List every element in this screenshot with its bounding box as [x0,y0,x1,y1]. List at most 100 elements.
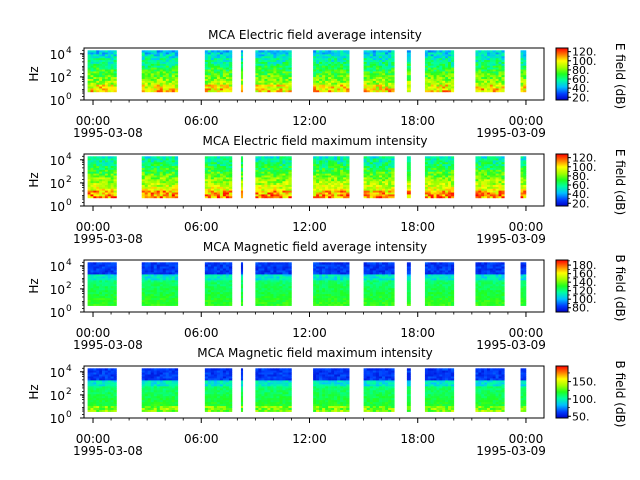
heatmap-cell [93,270,97,273]
heatmap-cell [96,180,100,184]
heatmap-cell [147,158,152,161]
heatmap-cell [228,67,233,70]
heatmap-cell [475,55,479,59]
heatmap-cell [450,169,455,172]
heatmap-cell [391,78,395,81]
heatmap-cell [484,65,488,68]
heatmap-cell [144,280,149,283]
heatmap-cell [436,86,440,89]
heatmap-cell [270,177,274,180]
heatmap-cell [110,57,114,61]
heatmap-cell [366,188,371,191]
heatmap-cell [213,169,218,172]
heatmap-cell [442,169,446,172]
heatmap-cell [102,177,106,180]
heatmap-cell [343,182,347,185]
heatmap-cell [369,55,374,59]
heatmap-cell [337,86,341,89]
heatmap-cell [424,80,429,83]
heatmap-cell [343,84,347,87]
heatmap-cell [264,65,268,68]
heatmap-cell [165,74,170,78]
heatmap-cell [210,179,215,182]
heatmap-cell [96,71,100,74]
heatmap-cell [162,160,167,163]
heatmap-cell [448,73,452,76]
heatmap-cell [210,50,215,53]
heatmap-cell [147,196,152,199]
heatmap-cell [340,57,344,61]
heatmap-cell [445,180,449,184]
heatmap-cell [445,88,449,91]
heatmap-cell [102,50,106,53]
heatmap-cell [162,268,167,271]
heatmap-cell [313,78,317,81]
heatmap-cell [372,65,377,68]
heatmap-cell [273,57,277,61]
heatmap-cell [406,184,411,187]
heatmap-cell [319,175,323,178]
heatmap-cell [93,160,97,163]
heatmap-cell [270,76,274,79]
heatmap-cell [110,297,114,301]
heatmap-cell [391,82,395,85]
heatmap-cell [159,73,164,76]
heatmap-cell [213,182,218,185]
heatmap-cell [331,192,335,195]
heatmap-cell [346,76,350,79]
heatmap-cell [369,173,374,176]
heatmap-cell [279,80,283,83]
heatmap-cell [319,179,323,182]
heatmap-cell [340,175,344,178]
heatmap-cell [90,285,94,289]
heatmap-cell [141,175,146,178]
heatmap-cell [207,262,212,265]
heatmap-cell [279,59,283,62]
heatmap-cell [228,173,233,176]
heatmap-cell [216,274,221,277]
heatmap-cell [388,88,392,91]
heatmap-cell [487,160,491,163]
heatmap-cell [104,55,109,59]
heatmap-cell [264,74,268,78]
heatmap-cell [153,80,158,83]
heatmap-cell [255,78,259,81]
heatmap-cell [288,184,292,187]
heatmap-cell [331,54,335,57]
heatmap-cell [144,264,149,267]
heatmap-cell [261,54,265,57]
heatmap-cell [279,282,283,285]
heatmap-cell [141,73,146,76]
heatmap-cell [110,84,114,87]
heatmap-cell [174,167,179,170]
heatmap-cell [153,177,158,180]
axes-frame [83,153,545,207]
heatmap-cell [276,180,280,184]
heatmap-cell [87,84,91,87]
y-axis-label: Hz [27,66,41,81]
heatmap-cell [498,182,502,185]
heatmap-cell [475,84,479,87]
heatmap-cell [204,291,209,295]
heatmap-cell [213,177,218,180]
heatmap-cell [282,61,286,64]
heatmap-cell [107,268,111,271]
heatmap-cell [337,52,341,55]
heatmap-cell [204,177,209,180]
heatmap-cell [102,180,106,184]
heatmap-cell [228,167,233,170]
date-end-label: 1995-03-09 [476,232,546,246]
heatmap-cell [141,160,146,163]
heatmap-cell [150,274,155,277]
heatmap-cell [264,274,268,277]
heatmap-cell [219,186,224,189]
heatmap-cell [334,80,338,83]
heatmap-cell [331,50,335,53]
heatmap-cell [261,282,265,285]
heatmap-cell [261,82,265,85]
heatmap-cell [99,268,103,271]
heatmap-cell [171,167,176,170]
heatmap-cell [225,303,230,306]
heatmap-cell [225,52,230,55]
heatmap-cell [369,196,374,199]
